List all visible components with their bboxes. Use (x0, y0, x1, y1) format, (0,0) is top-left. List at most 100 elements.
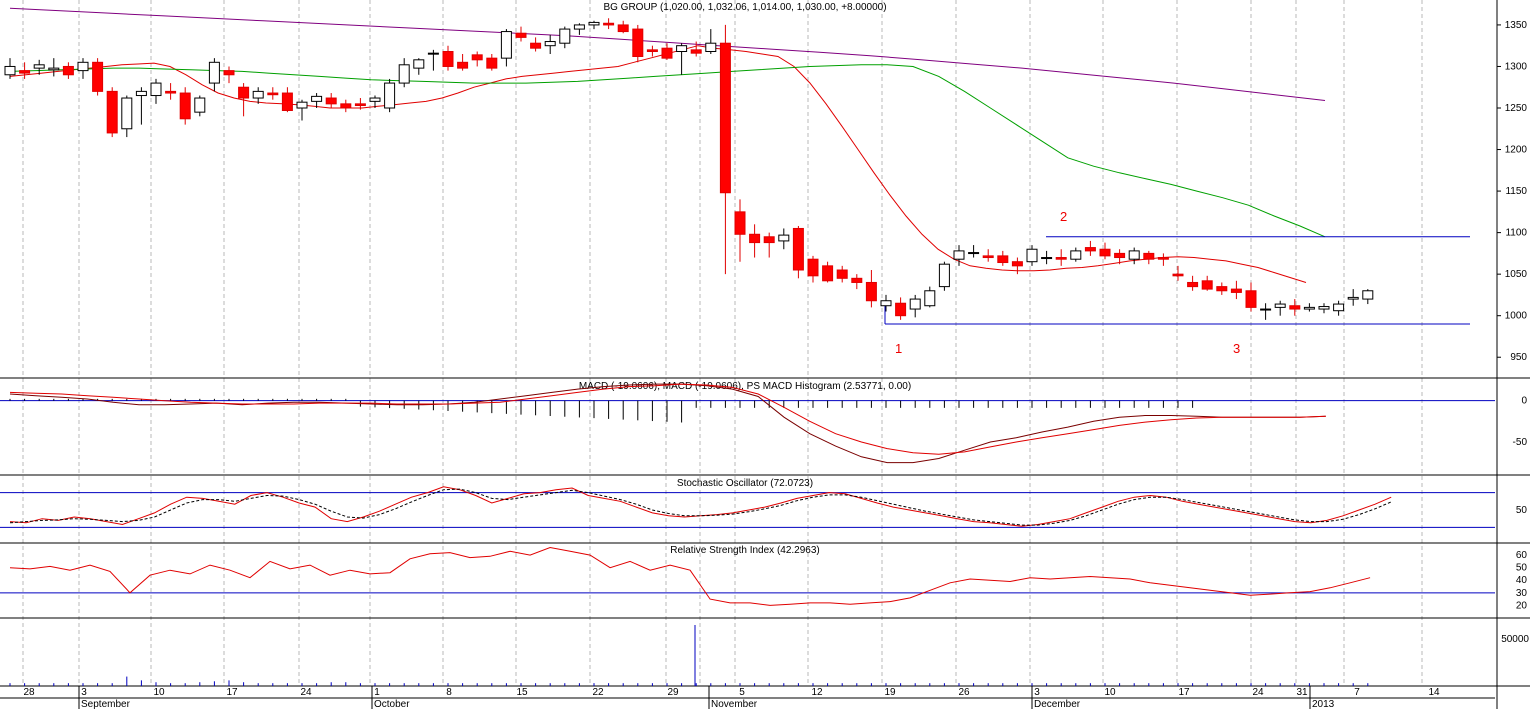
candle-body (77, 61, 89, 72)
price-tick-label: 1050 (1505, 269, 1528, 280)
macd-panel (0, 383, 1495, 464)
candle-body (749, 233, 761, 244)
candle-body (4, 65, 16, 76)
candle-body (1362, 290, 1374, 300)
candle-body (48, 67, 60, 71)
candle-body (588, 21, 600, 26)
axis-labels: 950100010501100115012001250130013500-505… (0, 20, 1529, 709)
x-day-label: 8 (446, 687, 452, 698)
candle-body (1260, 308, 1272, 311)
x-month-label: November (711, 699, 758, 709)
candle-body (544, 41, 556, 47)
rsi-tick-label: 60 (1516, 550, 1528, 561)
x-day-label: 1 (374, 687, 380, 698)
x-month-label: December (1034, 699, 1081, 709)
macd-tick-label: -50 (1513, 437, 1528, 448)
candle-body (340, 103, 352, 109)
candle-body (1172, 273, 1184, 277)
candle-body (427, 52, 439, 55)
candle-body (997, 255, 1009, 264)
x-day-label: 29 (667, 687, 679, 698)
candle-body (880, 300, 892, 307)
rsi-line (9, 546, 1371, 606)
x-day-label: 31 (1296, 687, 1308, 698)
candle-body (1128, 250, 1140, 260)
candle-body (1347, 296, 1359, 300)
candle-body (223, 70, 235, 76)
stoch-d-line (9, 488, 1392, 526)
candle-body (238, 86, 250, 99)
x-day-label: 12 (811, 687, 823, 698)
x-day-label: 24 (300, 687, 312, 698)
macd-tick-label: 0 (1521, 396, 1527, 407)
candle-body (500, 31, 512, 59)
candle-body (1216, 286, 1228, 292)
candle-body (968, 252, 980, 255)
x-day-label: 17 (1178, 687, 1190, 698)
x-day-label: 26 (958, 687, 970, 698)
candle-body (1318, 306, 1330, 310)
price-tick-label: 950 (1510, 352, 1527, 363)
candle-body (62, 65, 74, 76)
candle-body (486, 57, 498, 69)
candle-body (530, 42, 542, 49)
candle-body (19, 70, 31, 74)
x-day-label: 14 (1428, 687, 1440, 698)
candle-body (617, 24, 629, 33)
candle-body (719, 42, 731, 194)
candle-body (1157, 257, 1169, 260)
x-day-label: 10 (153, 687, 165, 698)
price-panel (4, 7, 1470, 325)
candle-body (676, 45, 688, 53)
price-tick-label: 1200 (1505, 145, 1528, 156)
candle-body (982, 255, 994, 259)
x-day-label: 22 (592, 687, 604, 698)
x-day-label: 24 (1252, 687, 1264, 698)
ma-long-line (9, 7, 1326, 101)
candle-body (1114, 252, 1126, 259)
ma-short-line (9, 45, 1307, 283)
rsi-tick-label: 20 (1516, 600, 1528, 611)
candle-body (661, 47, 673, 59)
candle-body (705, 42, 717, 53)
price-chart-title: BG GROUP (1,020.00, 1,032.06, 1,014.00, … (603, 2, 886, 13)
candle-body (1201, 280, 1213, 290)
annotation-2: 2 (1060, 209, 1067, 224)
candle-body (851, 277, 863, 283)
price-tick-label: 1250 (1505, 103, 1528, 114)
candle-body (632, 28, 644, 57)
candle-body (1070, 250, 1082, 260)
price-tick-label: 1300 (1505, 61, 1528, 72)
candle-body (573, 24, 585, 30)
x-day-label: 28 (23, 687, 35, 698)
annotation-3: 3 (1233, 341, 1240, 356)
stochastic-chart-title: Stochastic Oscillator (72.0723) (677, 478, 813, 489)
x-day-label: 3 (81, 687, 87, 698)
vertical-grid (22, 0, 1423, 686)
candle-body (471, 54, 483, 61)
candle-body (1245, 290, 1257, 308)
volume-panel (9, 625, 1369, 686)
rsi-tick-label: 40 (1516, 575, 1528, 586)
candle-body (179, 92, 191, 120)
candle-body (836, 269, 848, 279)
candle-body (281, 92, 293, 111)
candle-body (325, 97, 337, 105)
candle-body (515, 32, 527, 38)
candle-body (1026, 248, 1038, 263)
candle-body (1055, 257, 1067, 260)
x-day-label: 10 (1104, 687, 1116, 698)
candle-body (792, 227, 804, 271)
candle-body (559, 28, 571, 44)
candle-body (194, 97, 206, 113)
x-month-label: October (374, 699, 410, 709)
price-tick-label: 1000 (1505, 311, 1528, 322)
x-day-label: 3 (1034, 687, 1040, 698)
candle-body (1041, 257, 1053, 260)
candle-body (734, 211, 746, 235)
candle-body (778, 234, 790, 242)
